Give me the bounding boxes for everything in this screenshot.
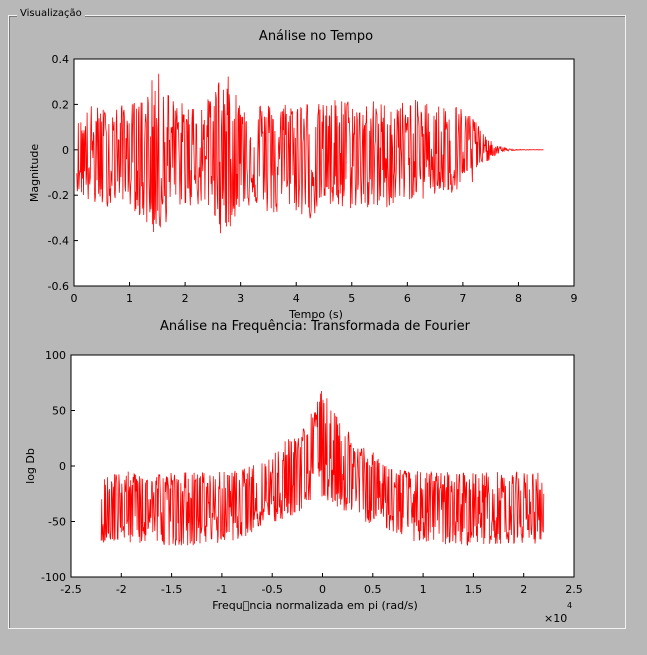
time-x-tick-label: 4 — [293, 292, 300, 305]
frequency-signal-line — [100, 390, 545, 546]
frequency-spectrum-series — [100, 390, 545, 546]
time-y-tick-label: -0.2 — [48, 189, 69, 202]
time-x-tick-label: 5 — [348, 292, 355, 305]
frequency-y-tick-label: 0 — [59, 460, 66, 473]
time-x-axis-label: Tempo (s) — [288, 308, 343, 321]
frequency-x-multiplier-exponent: 4 — [567, 601, 572, 610]
time-x-ticks: 0 1 2 3 4 5 6 7 8 9 — [71, 282, 578, 305]
time-x-tick-label: 0 — [71, 292, 78, 305]
time-x-tick-label: 3 — [237, 292, 244, 305]
frequency-chart-title: Análise na Frequência: Transformada de F… — [160, 319, 471, 334]
time-chart: Análise no Tempo Tempo (s) Magnitude 0 1 2… — [28, 29, 578, 321]
time-x-tick-label: 8 — [515, 292, 522, 305]
time-x-tick-label: 2 — [182, 292, 189, 305]
frequency-x-tick-label: 1 — [420, 583, 427, 596]
frequency-y-tick-label: -50 — [48, 516, 66, 529]
frequency-x-tick-label: -2 — [116, 583, 127, 596]
frequency-x-tick-label: -2.5 — [60, 583, 81, 596]
time-y-tick-label: -0.4 — [48, 235, 69, 248]
time-signal-line — [76, 73, 544, 234]
time-y-ticks: -0.6 -0.4 -0.2 0 0.2 0.4 — [48, 53, 78, 293]
time-x-tick-label: 6 — [404, 292, 411, 305]
frequency-chart: Análise na Frequência: Transformada de F… — [24, 319, 583, 625]
frequency-y-tick-label: 50 — [52, 405, 66, 418]
frequency-x-tick-label: -0.5 — [261, 583, 282, 596]
time-x-tick-label: 7 — [459, 292, 466, 305]
frequency-x-axis-label: Frequ ncia normalizada em pi (rad/s) — [212, 599, 418, 612]
panel-title: Visualização — [17, 8, 85, 19]
frequency-y-ticks: -100 -50 0 50 100 — [41, 349, 75, 584]
frequency-x-tick-label: 0 — [319, 583, 326, 596]
time-y-tick-label: -0.6 — [48, 280, 69, 293]
visualization-panel — [8, 15, 626, 629]
frequency-x-tick-label: 2.5 — [565, 583, 583, 596]
frequency-y-axis-label: log Db — [24, 448, 37, 484]
frequency-x-multiplier: ×10 — [544, 612, 567, 625]
frequency-x-tick-label: 0.5 — [364, 583, 382, 596]
time-y-axis-label: Magnitude — [28, 144, 41, 203]
time-signal-series — [76, 73, 544, 234]
frequency-y-tick-label: -100 — [41, 571, 66, 584]
time-chart-title: Análise no Tempo — [259, 29, 373, 44]
frequency-y-tick-label: 100 — [45, 349, 66, 362]
frequency-x-tick-label: -1.5 — [161, 583, 182, 596]
time-y-tick-label: 0.2 — [52, 98, 70, 111]
time-x-tick-label: 1 — [126, 292, 133, 305]
time-y-tick-label: 0.4 — [52, 53, 70, 66]
frequency-x-tick-label: 1.5 — [465, 583, 483, 596]
frequency-x-tick-label: -1 — [216, 583, 227, 596]
time-y-tick-label: 0 — [62, 144, 69, 157]
time-x-tick-label: 9 — [571, 292, 578, 305]
frequency-x-ticks: -2.5 -2 -1.5 -1 -0.5 0 0.5 1 1.5 2 2.5 — [60, 573, 583, 596]
frequency-x-tick-label: 2 — [520, 583, 527, 596]
